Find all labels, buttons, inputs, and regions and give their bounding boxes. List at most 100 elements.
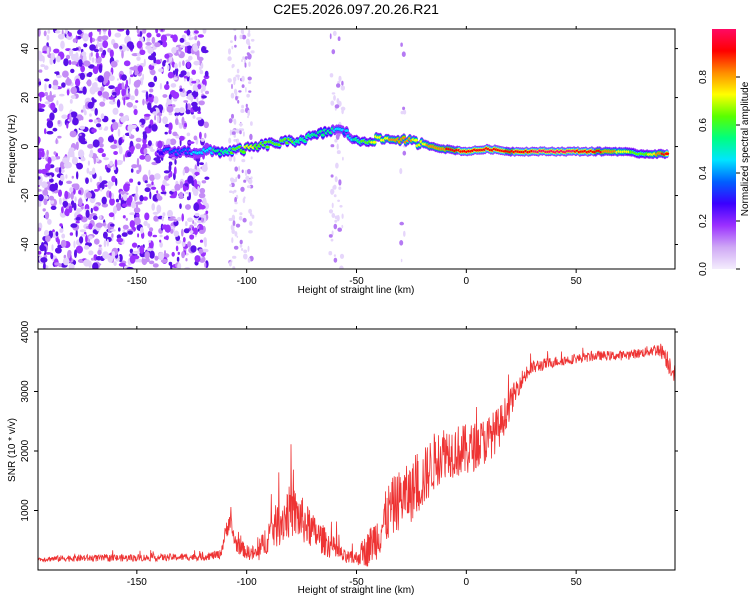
noise-speck bbox=[38, 81, 42, 86]
noise-speck bbox=[232, 255, 237, 259]
noise-speck bbox=[39, 244, 46, 252]
noise-speck bbox=[239, 122, 242, 127]
noise-speck bbox=[241, 29, 245, 35]
noise-speck bbox=[231, 237, 234, 244]
noise-speck bbox=[336, 150, 341, 155]
noise-speck bbox=[45, 235, 51, 243]
noise-speck bbox=[154, 255, 159, 261]
y-tick-label: 2000 bbox=[20, 439, 31, 462]
noise-speck bbox=[248, 45, 251, 50]
noise-speck bbox=[52, 79, 59, 87]
noise-speck bbox=[56, 100, 59, 106]
noise-speck bbox=[109, 197, 115, 206]
spectrogram-noise-layer bbox=[38, 29, 407, 269]
noise-speck bbox=[126, 41, 134, 49]
noise-speck bbox=[49, 175, 52, 180]
noise-speck bbox=[76, 162, 83, 170]
snr-series-line bbox=[38, 343, 675, 567]
noise-speck bbox=[179, 88, 183, 92]
noise-speck bbox=[399, 168, 403, 175]
noise-speck bbox=[191, 36, 194, 40]
noise-speck bbox=[79, 72, 85, 81]
noise-speck bbox=[78, 190, 82, 195]
noise-speck bbox=[164, 175, 170, 181]
noise-speck bbox=[187, 175, 194, 184]
noise-speck bbox=[124, 114, 129, 121]
noise-speck bbox=[66, 180, 73, 184]
noise-speck bbox=[97, 75, 104, 83]
noise-speck bbox=[248, 61, 251, 67]
noise-speck bbox=[189, 234, 195, 240]
noise-speck bbox=[198, 100, 205, 106]
noise-speck bbox=[239, 243, 243, 248]
noise-speck bbox=[88, 223, 93, 230]
noise-speck bbox=[169, 195, 177, 199]
noise-speck bbox=[185, 221, 188, 227]
noise-speck bbox=[40, 257, 48, 263]
noise-speck bbox=[197, 186, 200, 192]
noise-speck bbox=[230, 182, 235, 188]
colorbar-tick-label: 0.0 bbox=[698, 262, 709, 276]
noise-speck bbox=[201, 164, 208, 172]
noise-speck bbox=[44, 229, 49, 237]
noise-speck bbox=[73, 202, 77, 211]
noise-speck bbox=[233, 79, 236, 86]
noise-speck bbox=[139, 245, 145, 254]
noise-speck bbox=[64, 29, 68, 35]
noise-speck bbox=[234, 34, 237, 42]
noise-speck bbox=[53, 151, 57, 155]
noise-speck bbox=[333, 223, 338, 230]
noise-speck bbox=[100, 86, 105, 92]
ridge-cell bbox=[413, 139, 418, 142]
noise-speck bbox=[242, 197, 246, 204]
noise-speck bbox=[204, 132, 207, 139]
noise-speck bbox=[38, 54, 44, 62]
noise-speck bbox=[160, 29, 164, 32]
noise-speck bbox=[167, 71, 174, 79]
noise-speck bbox=[198, 204, 206, 210]
noise-speck bbox=[181, 213, 184, 222]
noise-speck bbox=[155, 59, 162, 65]
spectrogram-y-label: Frequency (Hz) bbox=[7, 115, 18, 184]
noise-speck bbox=[244, 253, 248, 260]
noise-speck bbox=[250, 156, 253, 160]
noise-speck bbox=[229, 184, 233, 187]
noise-speck bbox=[237, 174, 241, 179]
noise-speck bbox=[179, 37, 185, 43]
noise-speck bbox=[200, 138, 205, 142]
noise-speck bbox=[89, 178, 93, 183]
noise-speck bbox=[164, 33, 172, 37]
noise-speck bbox=[93, 206, 99, 212]
noise-speck bbox=[233, 245, 239, 250]
noise-speck bbox=[241, 59, 243, 63]
noise-speck bbox=[150, 63, 157, 66]
noise-speck bbox=[145, 91, 149, 100]
ridge-cell bbox=[372, 141, 377, 144]
noise-speck bbox=[45, 163, 51, 171]
noise-speck bbox=[193, 179, 198, 188]
noise-speck bbox=[95, 52, 99, 59]
noise-speck bbox=[231, 113, 234, 119]
noise-speck bbox=[46, 120, 54, 129]
noise-speck bbox=[70, 191, 74, 200]
noise-speck bbox=[249, 221, 253, 226]
noise-speck bbox=[50, 200, 55, 204]
noise-speck bbox=[167, 209, 173, 218]
noise-speck bbox=[108, 225, 111, 234]
noise-speck bbox=[328, 251, 333, 256]
noise-speck bbox=[121, 232, 128, 237]
noise-speck bbox=[190, 94, 194, 103]
noise-speck bbox=[99, 47, 103, 52]
noise-speck bbox=[99, 143, 104, 148]
noise-speck bbox=[111, 175, 116, 183]
noise-speck bbox=[199, 214, 207, 218]
noise-speck bbox=[103, 157, 109, 161]
noise-speck bbox=[97, 249, 102, 256]
noise-speck bbox=[142, 133, 148, 140]
noise-speck bbox=[44, 65, 49, 70]
noise-speck bbox=[192, 103, 198, 111]
noise-speck bbox=[54, 71, 60, 75]
noise-speck bbox=[44, 83, 47, 92]
noise-speck bbox=[56, 55, 61, 63]
noise-speck bbox=[250, 176, 253, 180]
